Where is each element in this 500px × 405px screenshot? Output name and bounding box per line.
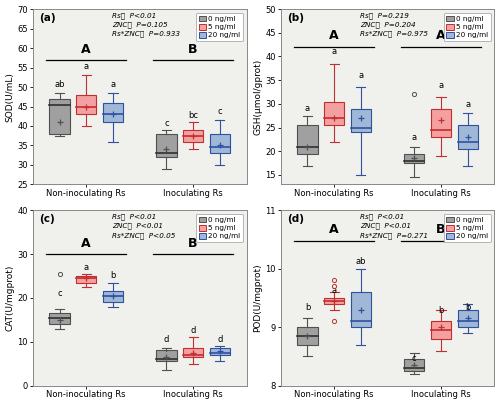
Bar xyxy=(183,130,204,142)
Text: c: c xyxy=(218,107,222,116)
Text: (a): (a) xyxy=(39,13,56,23)
Text: Rs：  P<0.01
ZNC：  P<0.01
Rs*ZNC：  P<0.05: Rs： P<0.01 ZNC： P<0.01 Rs*ZNC： P<0.05 xyxy=(112,214,176,239)
Bar xyxy=(298,125,318,153)
Text: c: c xyxy=(164,119,168,128)
Text: a: a xyxy=(358,71,364,80)
Text: B: B xyxy=(436,224,446,237)
Text: b: b xyxy=(465,303,470,313)
Text: d: d xyxy=(164,335,169,344)
Bar xyxy=(156,350,176,362)
Bar xyxy=(431,321,451,339)
Text: (b): (b) xyxy=(287,13,304,23)
Text: (d): (d) xyxy=(287,214,304,224)
Bar xyxy=(350,292,371,327)
Legend: 0 ng/ml, 5 ng/ml, 20 ng/ml: 0 ng/ml, 5 ng/ml, 20 ng/ml xyxy=(444,214,491,242)
Y-axis label: POD(U/mgprot): POD(U/mgprot) xyxy=(254,264,262,332)
Text: Rs：  P=0.219
ZNC：  P=0.204
Rs*ZNC：  P=0.975: Rs： P=0.219 ZNC： P=0.204 Rs*ZNC： P=0.975 xyxy=(360,13,428,37)
Text: a: a xyxy=(84,262,89,272)
Legend: 0 ng/ml, 5 ng/ml, 20 ng/ml: 0 ng/ml, 5 ng/ml, 20 ng/ml xyxy=(444,13,491,41)
Bar xyxy=(50,313,70,324)
Text: Rs：  P<0.01
ZNC：  P=0.105
Rs*ZNC：  P=0.933: Rs： P<0.01 ZNC： P=0.105 Rs*ZNC： P=0.933 xyxy=(112,13,180,37)
Bar xyxy=(350,109,371,132)
Text: a: a xyxy=(332,286,336,295)
Bar xyxy=(183,348,204,357)
Text: b: b xyxy=(438,307,444,315)
Legend: 0 ng/ml, 5 ng/ml, 20 ng/ml: 0 ng/ml, 5 ng/ml, 20 ng/ml xyxy=(196,13,243,41)
Bar xyxy=(324,102,344,125)
Bar xyxy=(210,134,230,153)
Text: Rs：  P<0.01
ZNC：  P<0.01
Rs*ZNC：  P=0.271: Rs： P<0.01 ZNC： P<0.01 Rs*ZNC： P=0.271 xyxy=(360,214,428,239)
Bar xyxy=(404,359,424,371)
Text: ab: ab xyxy=(356,257,366,266)
Text: a: a xyxy=(438,81,444,90)
Text: d: d xyxy=(217,335,222,344)
Text: c: c xyxy=(57,289,62,298)
Legend: 0 ng/ml, 5 ng/ml, 20 ng/ml: 0 ng/ml, 5 ng/ml, 20 ng/ml xyxy=(196,214,243,242)
Bar xyxy=(210,348,230,355)
Text: A: A xyxy=(330,224,339,237)
Text: (c): (c) xyxy=(39,214,55,224)
Bar xyxy=(156,134,176,157)
Text: B: B xyxy=(188,237,198,249)
Bar xyxy=(324,298,344,304)
Bar xyxy=(50,99,70,134)
Bar xyxy=(298,327,318,345)
Text: A: A xyxy=(436,29,446,42)
Text: a: a xyxy=(332,47,336,56)
Text: c: c xyxy=(412,354,416,363)
Text: a: a xyxy=(412,133,417,142)
Text: d: d xyxy=(190,326,196,335)
Text: a: a xyxy=(465,100,470,109)
Bar xyxy=(103,102,123,122)
Text: bc: bc xyxy=(188,111,198,120)
Text: b: b xyxy=(305,303,310,313)
Text: A: A xyxy=(330,29,339,42)
Text: B: B xyxy=(188,43,198,56)
Text: A: A xyxy=(82,43,91,56)
Bar xyxy=(431,109,451,137)
Text: b: b xyxy=(110,271,116,280)
Bar xyxy=(458,125,478,149)
Y-axis label: SOD(U/mL): SOD(U/mL) xyxy=(6,72,15,122)
Bar xyxy=(76,95,96,114)
Text: a: a xyxy=(305,104,310,113)
Text: a: a xyxy=(110,80,116,89)
Bar xyxy=(404,153,424,163)
Text: a: a xyxy=(84,62,89,71)
Bar xyxy=(458,309,478,327)
Text: ab: ab xyxy=(54,80,65,89)
Bar xyxy=(103,291,123,302)
Y-axis label: GSH(μmol/gprot): GSH(μmol/gprot) xyxy=(254,59,262,135)
Y-axis label: CAT(U/mgprot): CAT(U/mgprot) xyxy=(6,265,15,331)
Bar xyxy=(76,276,96,283)
Text: A: A xyxy=(82,237,91,249)
